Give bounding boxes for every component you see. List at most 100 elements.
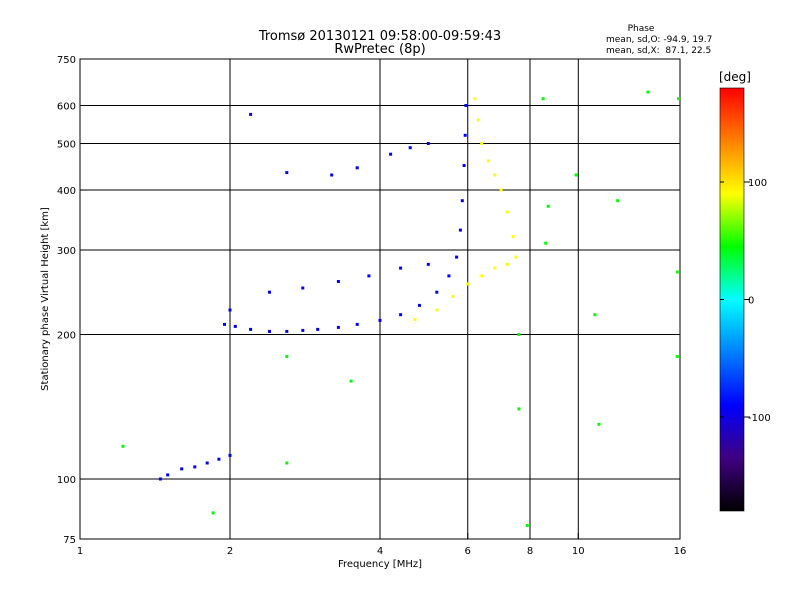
y-tick-label: 200 [57, 331, 76, 342]
data-point [546, 204, 550, 208]
x-tick-label: 2 [227, 546, 233, 557]
data-point [574, 173, 578, 177]
data-point [355, 322, 359, 326]
grid-lines [80, 59, 680, 539]
colorbar-tick-label: -100 [748, 413, 771, 424]
x-tick-label: 8 [527, 546, 533, 557]
x-axis: 1 2 4 6 8 10 16 [77, 533, 687, 557]
y-tick-label: 600 [57, 102, 76, 113]
y-tick-label: 100 [57, 475, 76, 486]
data-point [525, 524, 529, 527]
phase-stats-title: Phase [628, 24, 655, 34]
data-point [458, 228, 462, 232]
colorbar-label: [deg] [719, 70, 751, 84]
data-point [399, 266, 403, 270]
data-point [426, 142, 430, 145]
data-point [378, 318, 382, 322]
y-axis: 75 100 200 300 400 500 600 750 [57, 55, 86, 546]
data-point [480, 274, 484, 278]
data-point [413, 318, 417, 321]
data-point [418, 303, 421, 307]
data-point [514, 255, 518, 259]
data-point [505, 262, 509, 266]
data-point [389, 152, 393, 156]
data-point [493, 173, 497, 177]
data-point [616, 199, 620, 203]
data-point [486, 159, 490, 163]
data-point [408, 146, 412, 150]
x-tick-label: 4 [377, 546, 383, 557]
x-tick-label: 1 [77, 546, 83, 557]
data-point [480, 142, 484, 145]
phase-stats-o: mean, sd,O: -94.9, 19.7 [606, 35, 712, 45]
data-point [249, 327, 253, 331]
x-tick-label: 6 [465, 546, 471, 557]
data-point [473, 97, 477, 101]
data-point [541, 97, 545, 101]
data-point [121, 444, 125, 448]
data-point [511, 235, 515, 239]
y-tick-label: 750 [57, 55, 76, 66]
data-point [476, 118, 480, 122]
data-point [463, 133, 467, 137]
data-point [451, 295, 455, 298]
data-point [435, 290, 439, 294]
data-point [249, 112, 253, 116]
data-point [646, 90, 650, 94]
data-point [462, 164, 466, 167]
data-point [268, 329, 271, 333]
chart-subtitle: RwPretec (8p) [334, 42, 425, 57]
data-point [349, 379, 353, 383]
colorbar-tick-label: 0 [748, 296, 754, 307]
data-point [285, 461, 289, 465]
data-point [447, 274, 451, 278]
data-point [597, 422, 601, 426]
colorbar-tick-label: 100 [748, 178, 767, 189]
data-point [355, 166, 359, 170]
data-point [675, 355, 679, 358]
data-point [228, 453, 232, 457]
data-point [517, 333, 521, 336]
data-point [493, 266, 497, 270]
data-point [336, 325, 340, 329]
x-tick-label: 16 [674, 546, 687, 557]
x-axis-label: Frequency [MHz] [338, 559, 422, 570]
data-point [228, 308, 232, 312]
data-point [675, 270, 679, 274]
data-point [223, 322, 226, 326]
data-point [336, 280, 340, 283]
data-point [211, 511, 215, 515]
y-tick-label: 300 [57, 246, 76, 257]
data-point [268, 290, 271, 294]
data-point [301, 286, 305, 290]
data-point [285, 355, 289, 358]
phase-stats-x: mean, sd,X: 87.1, 22.5 [606, 46, 711, 56]
y-tick-label: 400 [57, 186, 76, 197]
y-axis-label: Stationary phase Virtual Height [km] [40, 207, 51, 391]
x-tick-label: 10 [572, 546, 585, 557]
data-point [593, 313, 597, 317]
y-tick-label: 500 [57, 140, 76, 151]
data-point [544, 241, 548, 245]
data-point [285, 329, 289, 333]
data-point [180, 467, 184, 471]
data-point [499, 188, 503, 192]
data-point [217, 457, 221, 461]
data-point [517, 407, 521, 411]
data-points [121, 90, 681, 527]
colorbar-ticks: 100 0 -100 [720, 178, 771, 424]
data-point [316, 327, 320, 331]
data-point [677, 97, 681, 101]
data-point [158, 477, 162, 481]
data-point [205, 461, 209, 465]
data-point [426, 262, 430, 266]
data-point [166, 473, 170, 477]
data-point [505, 210, 509, 214]
data-point [301, 328, 305, 332]
data-point [330, 173, 334, 177]
data-point [460, 199, 464, 203]
chart-title: Tromsø 20130121 09:58:00-09:59:43 [258, 29, 501, 44]
data-point [285, 171, 289, 175]
data-point [399, 313, 403, 317]
